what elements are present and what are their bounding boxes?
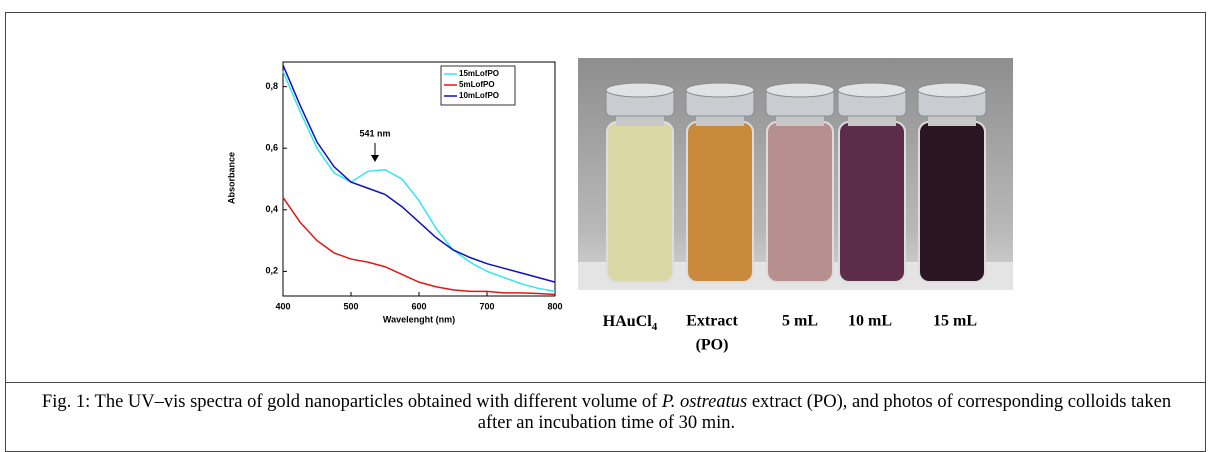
x-axis-label: Wavelenght (nm) [383,314,455,324]
caption-separator [5,382,1206,383]
vial-body [838,121,906,283]
label-subscript: 4 [652,321,658,333]
caption-text: Fig. 1: The UV–vis spectra of gold nanop… [41,392,662,412]
legend-label: 5mLofPO [459,80,495,89]
photo-label: 10 mL [848,313,892,330]
photo-label: HAuCl4 [603,313,658,333]
photo-label: 15 mL [933,313,977,330]
y-tick-label: 0,6 [265,143,278,153]
annotation: 541 nm [359,128,390,138]
vials [605,82,987,283]
caption: Fig. 1: The UV–vis spectra of gold nanop… [30,392,1183,434]
vial-body [918,121,986,283]
photo-label: 5 mL [782,313,818,330]
y-tick-label: 0,4 [265,204,278,214]
series-line [282,197,556,296]
annotation-arrowhead [371,155,379,162]
vial-cap-top [765,82,835,98]
legend-label: 15mLofPO [459,69,499,78]
vial-cap-top [837,82,907,98]
legend-label: 10mLofPO [459,91,499,100]
vial-body [606,121,674,283]
x-tick-label: 400 [275,301,290,311]
x-tick-label: 600 [411,301,426,311]
caption-species: P. ostreatus [661,392,748,412]
series-line [282,64,556,283]
y-axis-label: Absorbance [226,152,236,204]
vial-cap-top [605,82,675,98]
label-main: HAuCl [603,313,652,330]
y-tick-label: 0,8 [265,81,278,91]
caption-text: extract (PO), and photos of correspondin… [477,392,1172,433]
photo-label: Extract [686,313,738,330]
x-tick-label: 500 [343,301,358,311]
y-tick-label: 0,2 [265,266,278,276]
figure: Absorbance Wavelenght (nm) 541 nm HAuCl4… [226,58,1013,354]
vial-body [766,121,834,283]
x-tick-label: 800 [547,301,562,311]
photo-label: (PO) [696,337,729,354]
vial-cap-top [685,82,755,98]
series-line [282,70,556,293]
x-tick-label: 700 [479,301,494,311]
vial-cap-top [917,82,987,98]
vial-body [686,121,754,283]
